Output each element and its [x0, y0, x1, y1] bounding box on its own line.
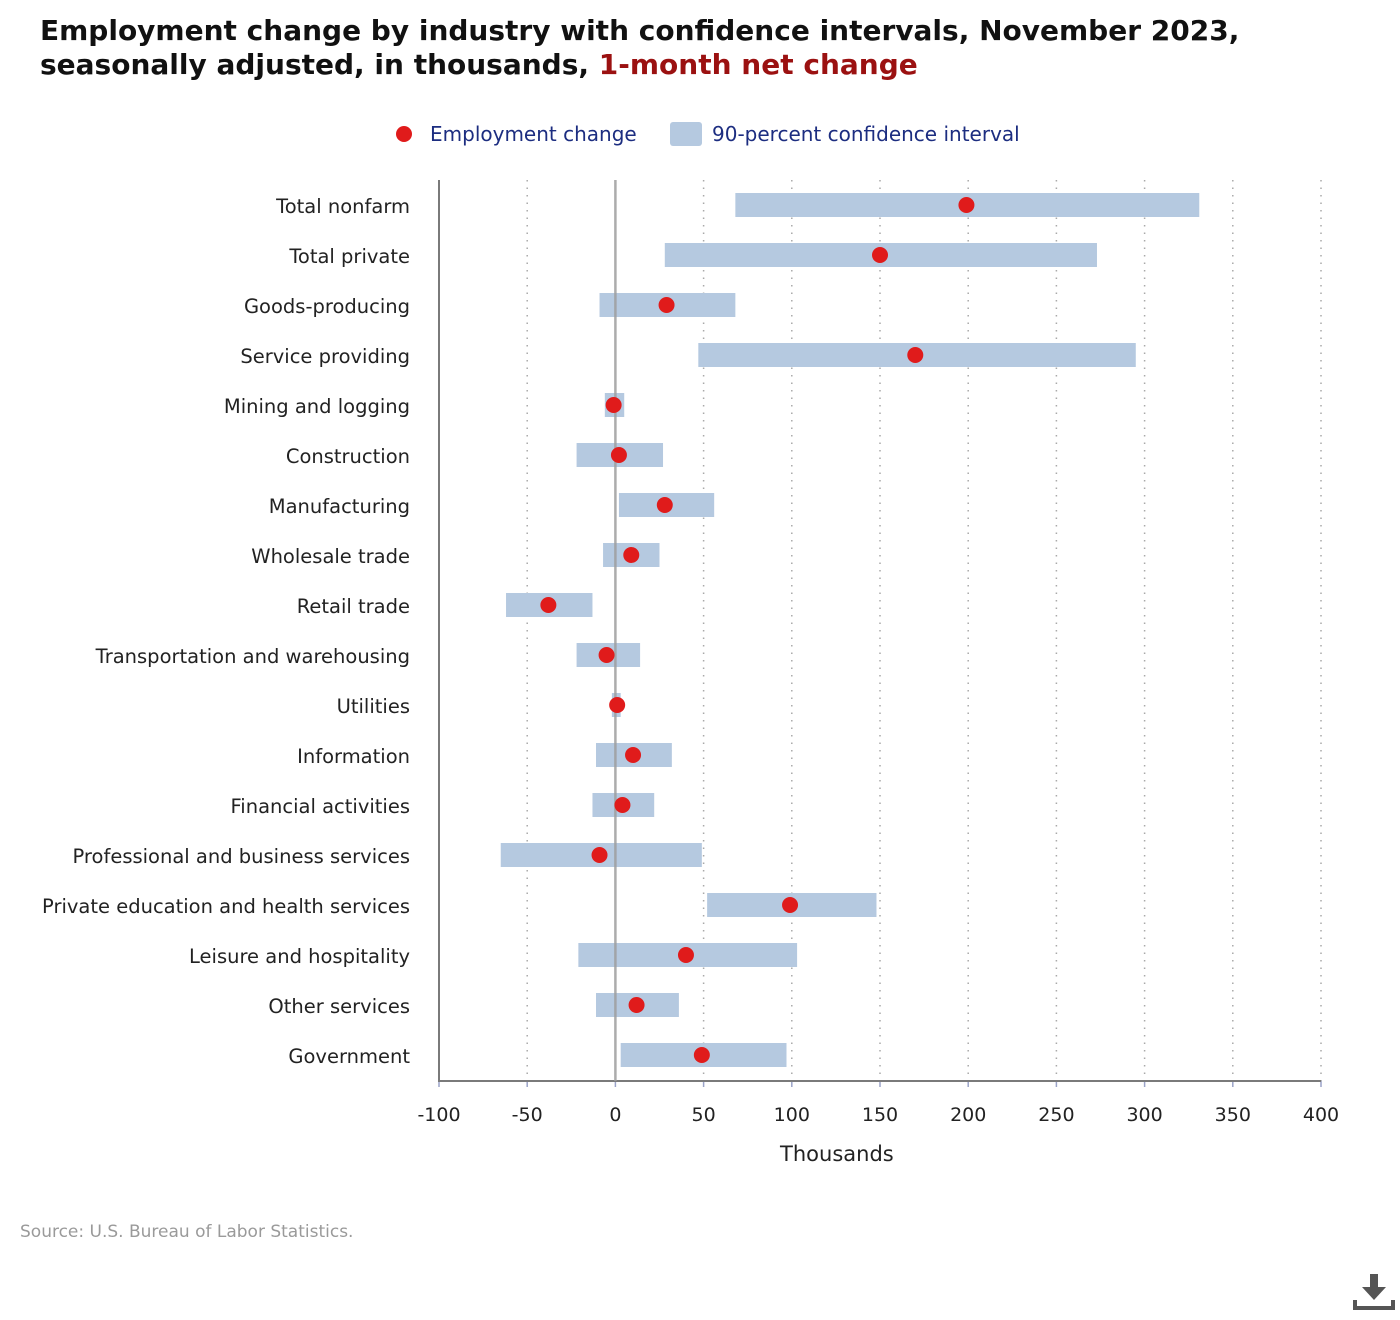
- employment-change-point: [614, 797, 631, 813]
- legend-label-employment-change: Employment change: [430, 122, 637, 146]
- employment-change-point: [625, 747, 642, 763]
- x-tick-label: 100: [774, 1104, 810, 1126]
- employment-change-point: [907, 347, 924, 363]
- employment-change-point: [598, 647, 615, 663]
- employment-change-point: [591, 847, 608, 863]
- x-tick-label: 250: [1038, 1104, 1074, 1126]
- x-tick-label: 300: [1126, 1104, 1162, 1126]
- employment-change-point: [540, 597, 557, 613]
- employment-change-point: [610, 447, 627, 463]
- legend: Employment change 90-percent confidence …: [0, 118, 1400, 150]
- category-label: Total nonfarm: [275, 195, 410, 218]
- category-label: Other services: [268, 995, 410, 1018]
- category-label: Transportation and warehousing: [95, 645, 410, 668]
- chart-area: -100 -50 0 50 100 150 200 250 300 350 400 Total non…: [42, 180, 1339, 1166]
- category-label: Leisure and hospitality: [189, 945, 410, 968]
- x-tick-label: 200: [950, 1104, 986, 1126]
- chart-title-main: Employment change by industry with confi…: [40, 14, 1240, 81]
- legend-item-confidence-interval[interactable]: 90-percent confidence interval: [670, 118, 1020, 150]
- employment-change-point: [693, 1047, 710, 1063]
- legend-dot-icon: [396, 126, 412, 142]
- source-note: Source: U.S. Bureau of Labor Statistics.: [20, 1222, 354, 1242]
- category-label: Utilities: [337, 695, 410, 718]
- employment-change-point: [782, 897, 799, 913]
- chart-title-highlight: 1-month net change: [598, 48, 918, 81]
- category-label: Manufacturing: [269, 495, 410, 518]
- x-tick-label: 50: [692, 1104, 716, 1126]
- category-label: Government: [288, 1045, 410, 1068]
- x-axis-title: Thousands: [779, 1142, 894, 1166]
- category-label: Construction: [286, 445, 410, 468]
- employment-change-point: [623, 547, 640, 563]
- employment-change-point: [658, 297, 675, 313]
- employment-change-point: [628, 997, 645, 1013]
- employment-change-point: [609, 697, 626, 713]
- legend-box-icon: [670, 122, 702, 146]
- employment-change-point: [656, 497, 673, 513]
- chart-title: Employment change by industry with confi…: [40, 14, 1360, 82]
- category-label: Information: [297, 745, 410, 768]
- employment-change-point: [605, 397, 622, 413]
- x-tick-label: 400: [1303, 1104, 1339, 1126]
- category-label: Private education and health services: [42, 895, 410, 918]
- legend-item-employment-change[interactable]: Employment change: [396, 118, 637, 150]
- category-label: Total private: [288, 245, 410, 268]
- category-label: Wholesale trade: [251, 545, 410, 568]
- employment-change-point: [872, 247, 888, 263]
- x-tick-label: -100: [417, 1104, 460, 1126]
- category-label: Mining and logging: [224, 395, 410, 418]
- x-tick-label: -50: [512, 1104, 543, 1126]
- employment-change-point: [677, 947, 694, 963]
- category-label: Professional and business services: [73, 845, 410, 868]
- employment-change-point: [958, 197, 975, 213]
- category-label: Goods-producing: [244, 295, 410, 318]
- x-tick-label: 150: [862, 1104, 898, 1126]
- x-tick-label: 0: [609, 1104, 621, 1126]
- category-label: Financial activities: [231, 795, 411, 818]
- download-icon: [1353, 1274, 1395, 1310]
- download-button[interactable]: [1352, 1270, 1396, 1314]
- legend-label-confidence-interval: 90-percent confidence interval: [712, 122, 1020, 146]
- category-label: Retail trade: [297, 595, 410, 618]
- x-tick-label: 350: [1215, 1104, 1251, 1126]
- category-label: Service providing: [240, 345, 410, 368]
